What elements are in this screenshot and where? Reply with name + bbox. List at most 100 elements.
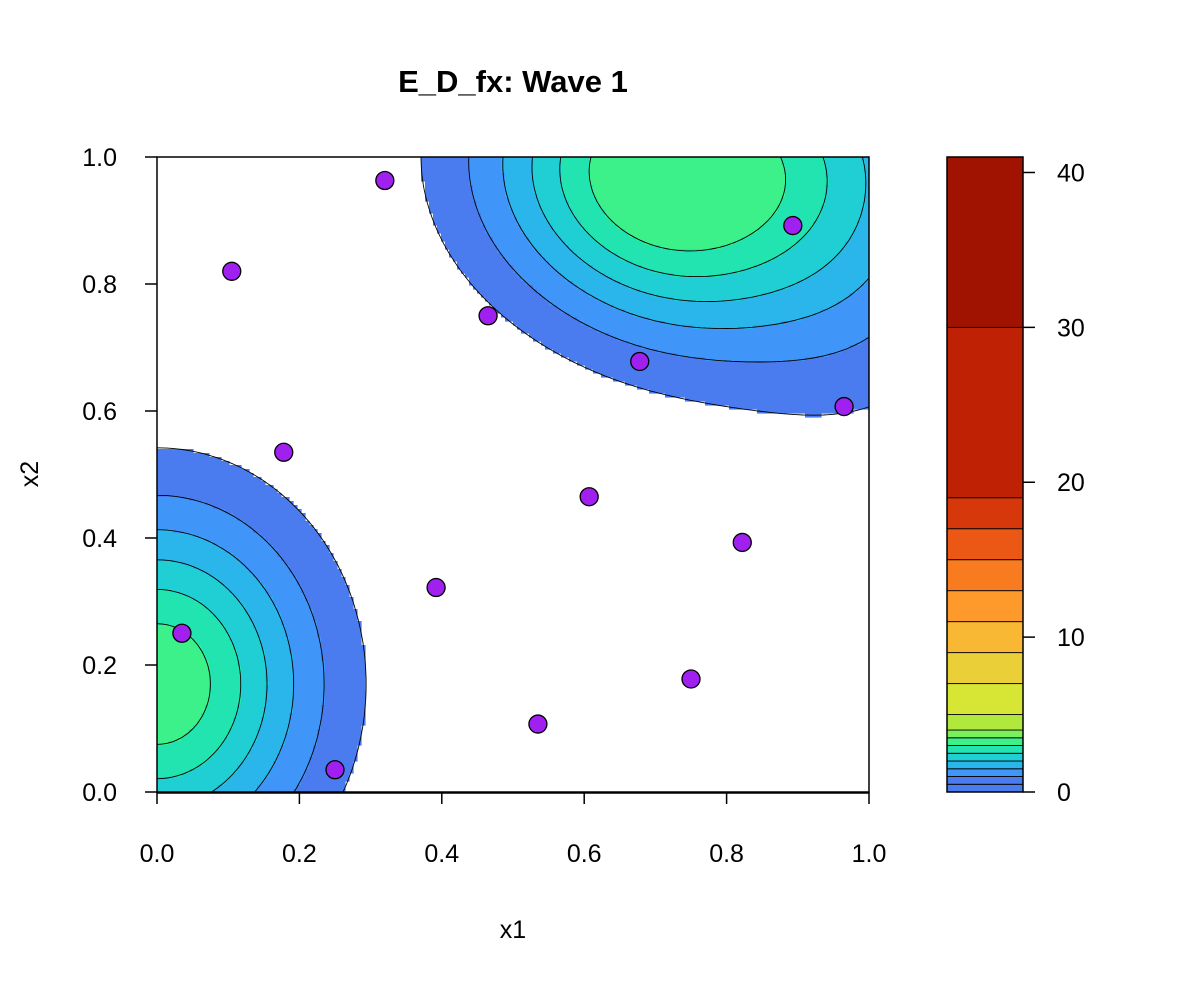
contour-band-cell <box>249 753 278 758</box>
contour-band-cell <box>641 265 754 270</box>
contour-band-cell <box>721 273 814 278</box>
contour-band-cell <box>229 733 258 738</box>
contour-band-cell <box>469 277 522 282</box>
contour-band-cell <box>281 613 314 618</box>
contour-band-cell <box>825 157 862 162</box>
contour-band-cell <box>781 253 838 258</box>
colorbar-tick-label: 40 <box>1057 159 1085 187</box>
contour-band-cell <box>861 285 869 290</box>
contour-band-cell <box>469 281 526 286</box>
colorbar-swatch <box>946 559 1024 592</box>
contour-band-cell <box>641 345 850 350</box>
contour-band-cell <box>617 225 762 230</box>
contour-band-cell <box>837 301 869 306</box>
contour-band-cell <box>245 757 278 762</box>
contour-band-cell <box>265 697 294 702</box>
contour-band-cell <box>289 713 322 718</box>
contour-band-cell <box>813 225 858 230</box>
contour-band-cell <box>225 737 258 742</box>
contour-band-cell <box>573 249 610 254</box>
contour-band-cell <box>513 265 554 270</box>
contour-band-cell <box>849 345 869 350</box>
contour-band-cell <box>553 349 658 354</box>
contour-band-cell <box>593 185 786 190</box>
contour-band-cell <box>169 741 222 746</box>
contour-band-cell <box>513 209 542 214</box>
contour-band-cell <box>741 237 802 242</box>
contour-band-cell <box>197 765 238 770</box>
contour-band-cell <box>237 649 266 654</box>
contour-band-cell <box>157 561 182 566</box>
y-tick-label: 0.8 <box>82 271 117 299</box>
contour-band-cell <box>861 217 869 222</box>
contour-band-cell <box>293 693 326 698</box>
contour-band-cell <box>289 725 322 730</box>
contour-band-cell <box>473 285 534 290</box>
contour-band-cell <box>321 717 366 722</box>
contour-band-cell <box>213 753 250 758</box>
contour-band-cell <box>209 609 246 614</box>
contour-band-cell <box>201 601 242 606</box>
contour-band-cell <box>325 701 366 706</box>
contour-band-cell <box>265 689 294 694</box>
contour-band-cell <box>265 589 302 594</box>
contour-band-cell <box>649 317 802 322</box>
contour-band-cell <box>205 657 238 662</box>
contour-band-cell <box>245 521 310 526</box>
contour-band-cell <box>829 177 866 182</box>
colorbar-swatch <box>946 714 1024 731</box>
contour-band-cell <box>229 729 258 734</box>
contour-band-cell <box>201 717 234 722</box>
contour-band-cell <box>285 737 318 742</box>
contour-band-cell <box>269 773 306 778</box>
colorbar-swatch <box>946 652 1024 685</box>
contour-band-cell <box>277 605 310 610</box>
contour-band-cell <box>537 201 570 206</box>
contour-band-cell <box>201 645 234 650</box>
contour-band-cell <box>321 653 366 658</box>
contour-band-cell <box>209 681 242 686</box>
colorbar-tick-label: 10 <box>1057 624 1085 652</box>
contour-band-cell <box>533 185 562 190</box>
contour-band-cell <box>205 761 242 766</box>
contour-band-cell <box>661 245 722 250</box>
contour-band-cell <box>861 341 869 346</box>
contour-band-cell <box>221 745 254 750</box>
contour-band-cell <box>489 301 550 306</box>
contour-band-cell <box>421 169 470 174</box>
contour-band-cell <box>421 177 470 182</box>
contour-band-cell <box>753 265 826 270</box>
y-axis: 0.0 0.2 0.4 0.6 0.8 1.0 <box>82 144 157 807</box>
contour-band-cell <box>473 197 510 202</box>
contour-band-cell <box>633 261 766 266</box>
contour-band-cell <box>265 705 294 710</box>
contour-band-cell <box>421 173 470 178</box>
design-point <box>528 714 548 734</box>
colorbar-swatch <box>946 497 1024 530</box>
contour-band-cell <box>265 709 294 714</box>
contour-band-cell <box>181 773 234 778</box>
contour-band-cell <box>857 225 869 230</box>
contour-band-cell <box>865 193 869 198</box>
contour-band-cell <box>157 697 210 702</box>
contour-band-cell <box>157 529 174 534</box>
contour-band-cell <box>157 593 186 598</box>
design-point <box>579 487 599 507</box>
contour-band-cell <box>209 673 242 678</box>
contour-band-cell <box>157 521 246 526</box>
contour-band-cell <box>569 201 598 206</box>
contour-band-cell <box>221 741 254 746</box>
contour-band-cell <box>321 721 366 726</box>
contour-band-cell <box>233 641 262 646</box>
contour-band-cell <box>733 241 798 246</box>
contour-band-cell <box>649 389 869 394</box>
contour-band-cell <box>273 765 310 770</box>
contour-band-cell <box>157 769 190 774</box>
contour-band-cell <box>289 729 318 734</box>
contour-band-cell <box>249 569 290 574</box>
contour-band-cell <box>257 733 286 738</box>
contour-band-cell <box>457 265 514 270</box>
contour-band-cell <box>313 749 358 754</box>
contour-band-cell <box>433 213 482 218</box>
contour-band-cell <box>157 725 194 730</box>
